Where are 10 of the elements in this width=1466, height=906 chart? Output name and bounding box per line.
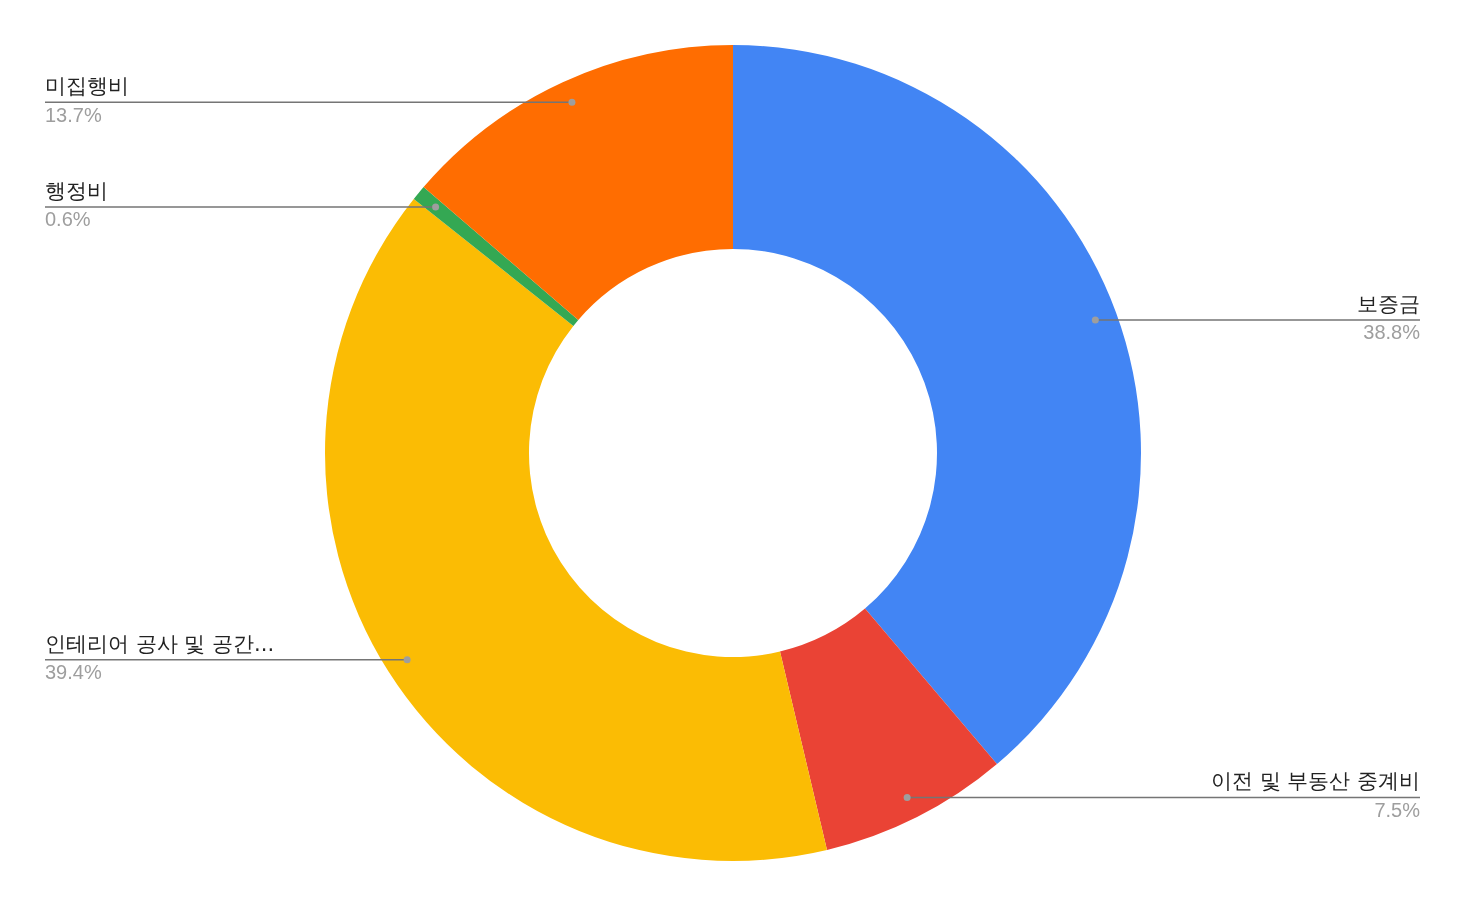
data-label: 0.6% xyxy=(45,208,91,231)
slice-label: 이전 및 부동산 중계비 xyxy=(1210,769,1420,794)
data-label: 38.8% xyxy=(1363,321,1421,344)
data-label: 13.7% xyxy=(45,103,102,126)
data-label: 7.5% xyxy=(1374,798,1421,821)
slice-label: 행정비 xyxy=(45,178,108,203)
slice-label: 보증금 xyxy=(1357,291,1420,316)
slice-label: 미집행비 xyxy=(45,74,129,99)
slice-label: 인테리어 공사 및 공간... xyxy=(45,631,275,656)
data-label: 39.4% xyxy=(45,661,102,684)
